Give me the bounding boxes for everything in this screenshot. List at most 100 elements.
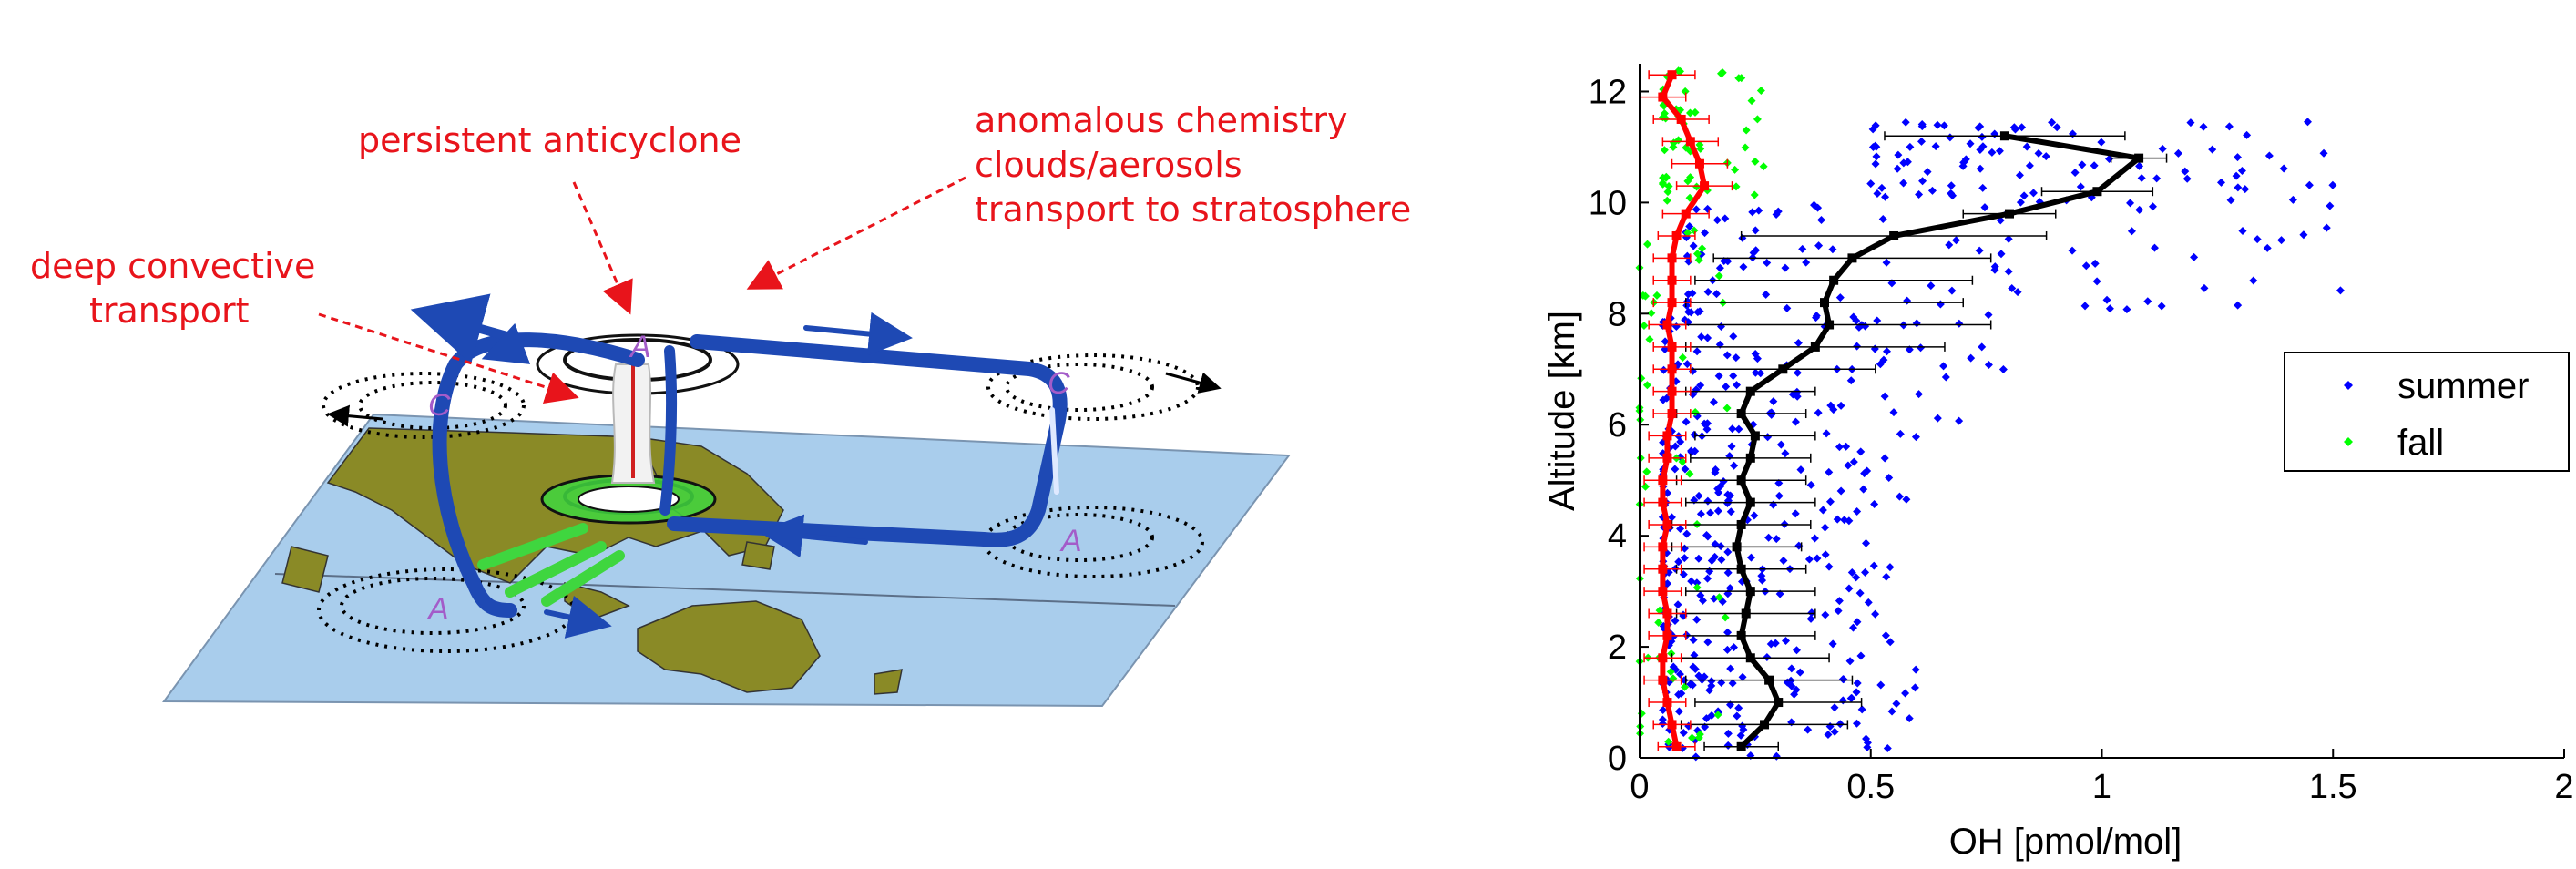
summer-point (2090, 259, 2100, 268)
summer-point (1752, 246, 1761, 255)
summer-point (1722, 645, 1732, 654)
summer-point (1975, 246, 1984, 255)
profile-marker (2005, 209, 2014, 219)
summer-point (1978, 342, 1987, 352)
summer-point (1671, 322, 1681, 332)
profile-marker (1658, 564, 1668, 574)
summer-point (2328, 180, 2337, 189)
summer-point (1835, 293, 1845, 302)
summer-point (1955, 319, 1964, 328)
summer-point (1948, 191, 1958, 200)
convective-annotation-line-1: deep convective (30, 246, 316, 286)
summer-point (1746, 553, 1755, 562)
legend: summer fall (2284, 352, 2570, 472)
profile-marker (1662, 453, 1672, 463)
summer-point (1966, 139, 1975, 148)
summer-point (1763, 433, 1773, 442)
cell-label-a-top: A (629, 330, 651, 364)
summer-point (1945, 240, 1954, 250)
profile-marker (1736, 564, 1746, 574)
summer-point (1769, 397, 1778, 406)
legend-marker-fall (2344, 437, 2353, 446)
summer-point (1673, 360, 1682, 369)
summer-point (2150, 243, 2159, 252)
fall-point (1732, 182, 1741, 191)
summer-point (1824, 731, 1833, 740)
fall-point (1694, 255, 1703, 264)
summer-point (1733, 711, 1742, 721)
summer-point (1723, 729, 1733, 738)
fall-point (1714, 271, 1723, 281)
summer-point (1856, 651, 1866, 660)
summer-point (1825, 722, 1835, 731)
summer-point (1787, 664, 1796, 673)
summer-point (1830, 703, 1839, 712)
summer-point (1835, 443, 1844, 452)
summer-point (1680, 554, 1689, 563)
summer-point (1852, 316, 1861, 325)
summer-point (1845, 584, 1854, 593)
summer-point (1870, 500, 1879, 509)
summer-point (1959, 158, 1968, 167)
profile-marker (1667, 298, 1677, 308)
fall-point (1641, 482, 1650, 491)
summer-point (1796, 465, 1805, 475)
fall-point (1686, 147, 1695, 156)
summer-point (2182, 174, 2192, 183)
summer-point (2013, 288, 2022, 297)
summer-point (1901, 118, 1910, 127)
summer-point (1828, 245, 1837, 254)
profile-marker (1847, 253, 1857, 263)
summer-point (1695, 307, 1704, 316)
summer-point (1674, 707, 1683, 716)
profile-marker (2092, 187, 2102, 197)
summer-point (1821, 550, 1830, 559)
fall-point (1688, 733, 1697, 742)
summer-point (1905, 714, 1914, 723)
summer-point (1712, 216, 1722, 225)
summer-point (1906, 142, 1915, 151)
summer-point (1947, 181, 1956, 190)
fall-point (1664, 181, 1673, 190)
fall-point (1695, 140, 1704, 149)
summer-point (1671, 465, 1680, 474)
summer-point (1995, 147, 2004, 156)
summer-point (1887, 279, 1896, 288)
summer-point (1779, 557, 1788, 566)
summer-point (1864, 598, 1873, 607)
profile-marker (1662, 608, 1672, 619)
summer-point (1776, 440, 1785, 449)
fall-point (1666, 667, 1675, 676)
summer-point (1728, 679, 1737, 688)
fall-point (1742, 126, 1751, 135)
profile-marker (1745, 587, 1755, 597)
summer-point (1707, 557, 1716, 566)
summer-point (2158, 144, 2167, 153)
profile-marker (1732, 542, 1742, 552)
chart-svg: 0 0.5 1 1.5 2 0 2 4 6 8 10 12 OH [pmol/mol] Altitude … (1542, 64, 2574, 862)
profile-marker (1889, 230, 1899, 240)
summer-point (1946, 133, 1955, 142)
summer-point (1658, 720, 1667, 729)
summer-point (2288, 195, 2297, 204)
summer-point (1939, 121, 1948, 130)
profile-marker (1667, 720, 1677, 730)
summer-point (2004, 234, 2013, 243)
fall-point (1643, 240, 1652, 249)
summer-point (1663, 488, 1672, 497)
summer-point (1923, 168, 1932, 177)
summer-point (1658, 715, 1667, 724)
summer-point (1883, 743, 1892, 752)
profile-marker (1736, 519, 1746, 529)
summer-point (1729, 372, 1738, 381)
profile-marker (1658, 653, 1668, 663)
summer-point (2010, 125, 2019, 134)
y-tick-label: 12 (1589, 73, 1627, 111)
summer-point (2264, 151, 2274, 160)
profile-marker (1745, 386, 1755, 396)
fall-point (1645, 335, 1654, 344)
summer-point (2135, 161, 2144, 170)
profile-marker (1658, 497, 1668, 507)
summer-point (1763, 258, 1772, 267)
inflow-arrows (477, 523, 625, 607)
